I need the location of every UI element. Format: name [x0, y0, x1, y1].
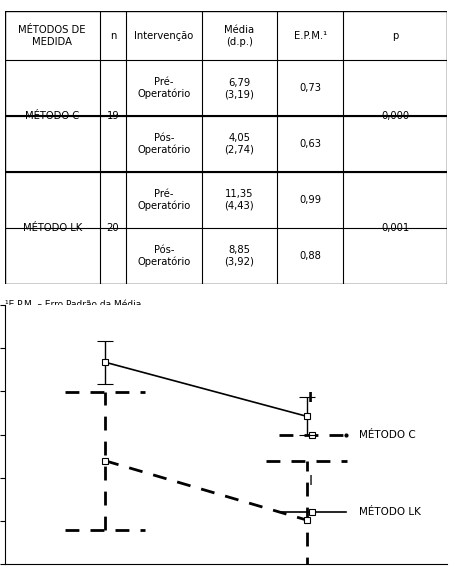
Text: MÉTODO LK: MÉTODO LK [23, 223, 82, 233]
Text: 11,35
(4,43): 11,35 (4,43) [224, 189, 253, 211]
Text: MÉTODO C: MÉTODO C [25, 111, 79, 121]
Text: 0,99: 0,99 [299, 195, 321, 205]
Text: Intervenção: Intervenção [134, 31, 193, 41]
Text: p: p [391, 31, 398, 41]
Text: 6,79
(3,19): 6,79 (3,19) [224, 78, 253, 99]
Text: I: I [308, 474, 312, 488]
Text: 4,05
(2,74): 4,05 (2,74) [224, 133, 253, 155]
Text: ¹E.P.M. – Erro Padrão da Média.: ¹E.P.M. – Erro Padrão da Média. [5, 300, 143, 309]
Text: 0,001: 0,001 [381, 223, 409, 233]
Text: 0,000: 0,000 [381, 111, 409, 121]
Text: Pré-
Operatório: Pré- Operatório [137, 189, 190, 211]
Text: MÉTODO LK: MÉTODO LK [358, 507, 420, 518]
Text: Pré-
Operatório: Pré- Operatório [137, 77, 190, 99]
Text: Pós-
Operatório: Pós- Operatório [137, 245, 190, 267]
Text: E.P.M.¹: E.P.M.¹ [293, 31, 326, 41]
Text: 8,85
(3,92): 8,85 (3,92) [224, 245, 253, 267]
Text: 0,73: 0,73 [299, 83, 321, 93]
Text: MÉTODOS DE
MEDIDA: MÉTODOS DE MEDIDA [18, 25, 86, 47]
Text: 0,63: 0,63 [299, 139, 321, 149]
Text: 20: 20 [106, 223, 119, 233]
Text: MÉTODO C: MÉTODO C [358, 430, 415, 439]
Text: I: I [307, 392, 312, 405]
Text: Média
(d.p.): Média (d.p.) [224, 25, 254, 47]
Text: 0,88: 0,88 [299, 251, 320, 261]
Text: 19: 19 [106, 111, 119, 121]
Text: n: n [110, 31, 116, 41]
Text: Pós-
Operatório: Pós- Operatório [137, 133, 190, 155]
